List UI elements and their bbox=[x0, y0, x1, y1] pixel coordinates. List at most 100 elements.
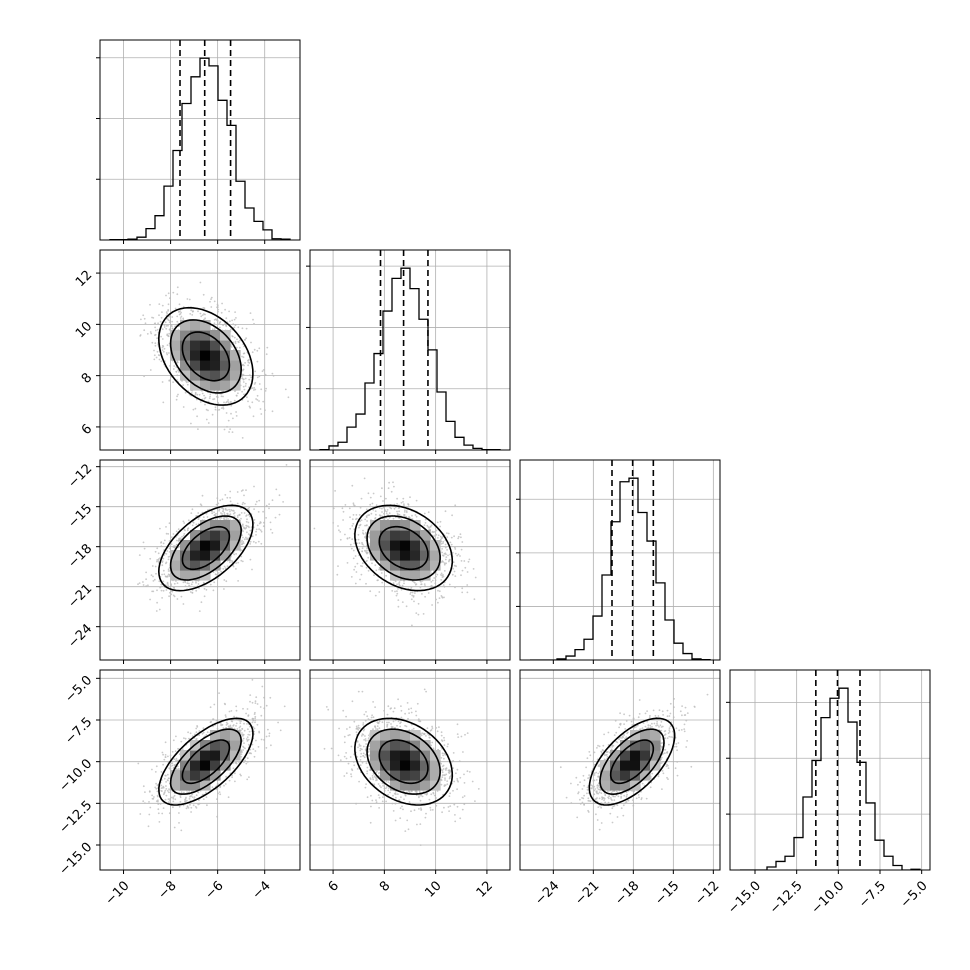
density-cell bbox=[200, 350, 211, 361]
scatter-point bbox=[408, 801, 411, 803]
density-cell bbox=[380, 760, 391, 771]
scatter-point bbox=[448, 795, 451, 797]
scatter-point bbox=[343, 755, 346, 758]
scatter-point bbox=[349, 756, 352, 758]
scatter-point bbox=[224, 507, 227, 510]
density-cell bbox=[370, 750, 381, 761]
x-tick-label: 6 bbox=[326, 878, 342, 894]
scatter-point bbox=[169, 764, 172, 767]
scatter-point bbox=[254, 721, 256, 724]
scatter-point bbox=[213, 322, 216, 325]
scatter-point bbox=[391, 802, 394, 805]
scatter-point bbox=[188, 584, 191, 587]
scatter-point bbox=[663, 730, 666, 733]
scatter-point bbox=[416, 823, 418, 826]
scatter-point bbox=[611, 807, 614, 810]
scatter-point bbox=[651, 772, 654, 775]
scatter-point bbox=[360, 497, 363, 500]
density-cell bbox=[380, 540, 391, 551]
density-cell bbox=[170, 560, 181, 571]
scatter-point bbox=[456, 788, 458, 791]
scatter-point bbox=[374, 706, 376, 708]
scatter-point bbox=[407, 503, 409, 505]
scatter-point bbox=[353, 720, 356, 723]
scatter-point bbox=[382, 518, 385, 520]
scatter-point bbox=[278, 513, 281, 516]
scatter-point bbox=[137, 762, 140, 765]
density-cell bbox=[420, 550, 431, 561]
scatter-point bbox=[176, 598, 179, 600]
scatter-point bbox=[351, 518, 354, 521]
scatter-point bbox=[570, 802, 573, 804]
scatter-point bbox=[217, 502, 220, 505]
scatter-point bbox=[253, 387, 256, 389]
density-cell bbox=[220, 750, 231, 761]
scatter-point bbox=[637, 716, 640, 719]
scatter-point bbox=[244, 377, 247, 380]
scatter-point bbox=[160, 360, 163, 363]
scatter-point bbox=[163, 347, 166, 350]
scatter-point bbox=[222, 407, 225, 410]
scatter-point bbox=[401, 805, 403, 808]
scatter-point bbox=[581, 788, 584, 790]
scatter-point bbox=[257, 540, 260, 543]
scatter-point bbox=[366, 715, 369, 718]
density-cell bbox=[410, 520, 421, 531]
scatter-point bbox=[260, 413, 263, 415]
scatter-point bbox=[625, 801, 628, 803]
scatter-point bbox=[392, 481, 394, 484]
scatter-point bbox=[197, 518, 200, 521]
scatter-point bbox=[586, 788, 589, 791]
scatter-point bbox=[242, 501, 245, 504]
scatter-point bbox=[203, 313, 205, 315]
scatter-point bbox=[202, 581, 205, 584]
scatter-point bbox=[368, 514, 371, 516]
scatter-point bbox=[173, 587, 176, 589]
scatter-point bbox=[385, 574, 387, 577]
scatter-point bbox=[197, 791, 200, 794]
scatter-point bbox=[443, 785, 446, 787]
scatter-point bbox=[585, 766, 587, 769]
scatter-point bbox=[668, 715, 671, 717]
scatter-point bbox=[442, 574, 444, 576]
scatter-point bbox=[162, 793, 165, 796]
scatter-point bbox=[226, 509, 229, 511]
scatter-point bbox=[237, 392, 239, 395]
scatter-point bbox=[387, 787, 390, 789]
scatter-point bbox=[236, 502, 239, 505]
scatter-point bbox=[442, 554, 445, 557]
scatter-point bbox=[237, 561, 240, 564]
scatter-point bbox=[268, 735, 271, 737]
scatter-point bbox=[255, 398, 257, 400]
scatter-point bbox=[176, 315, 179, 318]
density-cell bbox=[210, 370, 221, 381]
scatter-point bbox=[381, 782, 384, 785]
scatter-point bbox=[217, 572, 220, 574]
scatter-point bbox=[399, 817, 402, 820]
scatter-point bbox=[255, 500, 258, 503]
scatter-point bbox=[255, 530, 257, 533]
density-cell bbox=[180, 570, 191, 581]
scatter-point bbox=[450, 543, 453, 546]
scatter-point bbox=[352, 557, 355, 560]
scatter-point bbox=[587, 799, 590, 802]
density-cell bbox=[170, 570, 181, 581]
scatter-point bbox=[375, 513, 377, 516]
density-cell bbox=[430, 760, 441, 771]
scatter-point bbox=[419, 844, 422, 846]
scatter-point bbox=[242, 707, 244, 710]
scatter-point bbox=[377, 721, 380, 724]
scatter-point bbox=[238, 513, 241, 516]
scatter-point bbox=[155, 572, 157, 575]
scatter-point bbox=[430, 581, 433, 583]
scatter-point bbox=[375, 801, 378, 804]
scatter-point bbox=[451, 551, 454, 554]
scatter-point bbox=[366, 524, 368, 526]
scatter-point bbox=[209, 706, 212, 709]
scatter-point bbox=[253, 755, 256, 758]
density-cell bbox=[200, 340, 211, 351]
scatter-point bbox=[383, 787, 386, 790]
scatter-point bbox=[405, 605, 408, 608]
scatter-point bbox=[673, 745, 676, 748]
